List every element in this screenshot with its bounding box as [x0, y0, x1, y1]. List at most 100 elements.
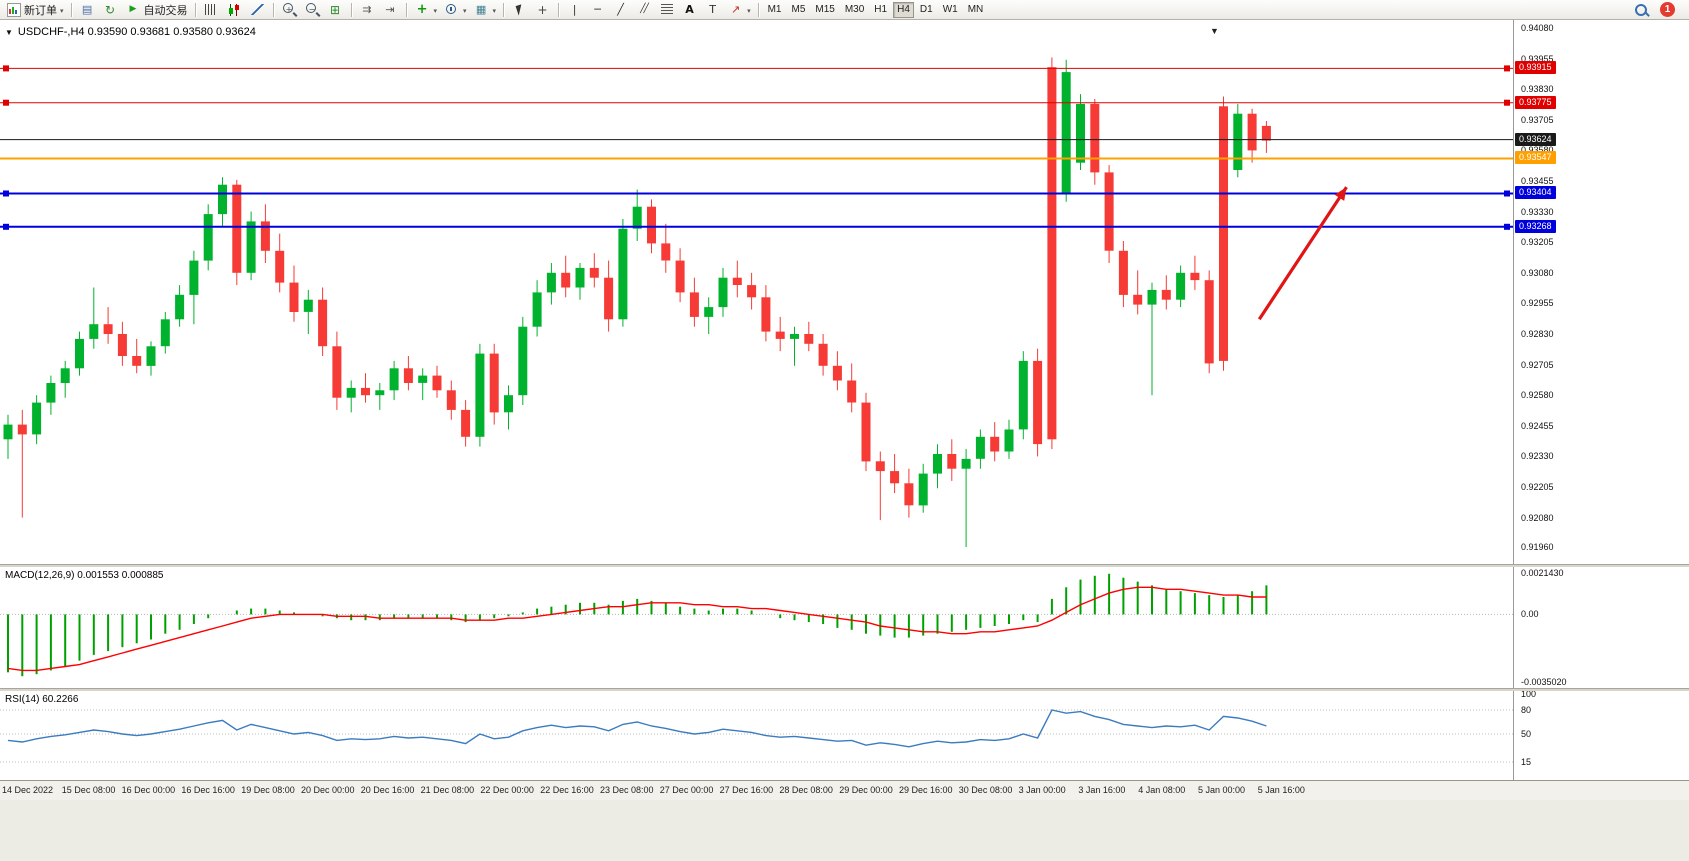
- time-axis-label: 22 Dec 00:00: [480, 785, 534, 795]
- price-scale-label: 0.92580: [1521, 390, 1554, 401]
- macd-scale-label: 0.00: [1521, 609, 1539, 620]
- time-axis-label: 22 Dec 16:00: [540, 785, 594, 795]
- timeframe-m5-button[interactable]: M5: [787, 2, 809, 18]
- price-scale-label: 0.93580: [1521, 145, 1554, 156]
- tile-grid-button[interactable]: ⊞: [324, 1, 347, 19]
- price-scale-label: 0.92830: [1521, 329, 1554, 339]
- candlestick-chart-type-button[interactable]: [223, 1, 246, 19]
- timeframe-m1-button[interactable]: M1: [764, 2, 786, 18]
- timeframe-m30-button[interactable]: M30: [841, 2, 868, 18]
- price-scale-label: 0.92705: [1521, 359, 1554, 370]
- line-handle[interactable]: [3, 99, 9, 106]
- rsi-indicator-panel[interactable]: RSI(14) 60.2266 100 80 50 15: [0, 689, 1689, 780]
- line-handle[interactable]: [3, 65, 9, 72]
- line-handle[interactable]: [1504, 223, 1510, 230]
- price-scale-label: 0.92455: [1521, 420, 1554, 431]
- price-chart-panel[interactable]: USDCHF-,H4 0.93590 0.93681 0.93580 0.936…: [0, 20, 1689, 564]
- line-handle[interactable]: [1504, 65, 1510, 72]
- price-badge: 0.93268: [1515, 219, 1556, 233]
- time-axis-label: 29 Dec 00:00: [839, 785, 893, 795]
- horizontal-line-tool-button[interactable]: ─: [586, 1, 609, 19]
- tile-windows-button[interactable]: ▤: [76, 1, 99, 19]
- macd-scale: 0.0021430 0.00 -0.0035020: [1513, 567, 1689, 688]
- label-tool-button[interactable]: T: [701, 1, 724, 19]
- search-icon[interactable]: [1634, 3, 1648, 17]
- rsi-label: RSI(14) 60.2266: [5, 694, 79, 705]
- macd-indicator-panel[interactable]: MACD(12,26,9) 0.001553 0.000885 0.002143…: [0, 567, 1689, 688]
- macd-chart-canvas[interactable]: [0, 567, 1513, 688]
- price-scale: 0.94080 0.93955 0.93830 0.93705 0.93580 0.934…: [1513, 20, 1689, 564]
- toolbar-separator: [558, 2, 560, 17]
- autotrading-button[interactable]: ▶ 自动交易: [122, 1, 191, 19]
- bar-chart-type-button[interactable]: [200, 1, 223, 19]
- templates-icon: ▦: [475, 3, 487, 16]
- price-scale-label: 0.93705: [1521, 114, 1554, 125]
- trend-arrow-head: [1334, 187, 1347, 201]
- text-tool-button[interactable]: A: [678, 1, 701, 19]
- new-order-button[interactable]: 新订单: [2, 1, 67, 19]
- templates-button[interactable]: ▦: [470, 1, 500, 19]
- text-icon: A: [685, 3, 694, 16]
- chart-shift-button[interactable]: ⇥: [379, 1, 402, 19]
- rsi-line: [7, 709, 1267, 748]
- fibonacci-tool-button[interactable]: [655, 1, 678, 19]
- vertical-line-tool-button[interactable]: |: [563, 1, 586, 19]
- cursor-tool-button[interactable]: [508, 1, 531, 19]
- main-toolbar: 新订单▤↻▶自动交易+−⊞⇉⇥+▦+|─╱╱╱AT↗ M1M5M15M30H1H…: [0, 0, 1689, 20]
- line-handle[interactable]: [3, 223, 9, 230]
- one-click-trading-arrow-icon[interactable]: [5, 26, 13, 38]
- price-scale-label: 0.91960: [1521, 542, 1554, 552]
- time-axis-label: 23 Dec 08:00: [600, 785, 654, 795]
- chart-shift-marker-icon[interactable]: [1210, 21, 1219, 39]
- rsi-chart-canvas[interactable]: [0, 691, 1513, 780]
- trendline-tool-button[interactable]: ╱: [609, 1, 632, 19]
- toolbar-separator: [272, 2, 274, 17]
- vertical-line-icon: |: [572, 3, 577, 16]
- dropdown-caret-icon: [462, 4, 467, 16]
- trend-arrow[interactable]: [1257, 186, 1348, 321]
- auto-scroll-button[interactable]: ⇉: [356, 1, 379, 19]
- timeframe-mn-button[interactable]: MN: [964, 2, 988, 18]
- arrows-tool-button[interactable]: ↗: [724, 1, 754, 19]
- refresh-charts-button[interactable]: ↻: [99, 1, 122, 19]
- price-badge: 0.93547: [1515, 151, 1556, 165]
- time-axis[interactable]: 14 Dec 2022 15 Dec 08:00 16 Dec 00:00 16 De…: [0, 780, 1689, 800]
- crosshair-tool-button[interactable]: +: [531, 1, 554, 19]
- macd-label: MACD(12,26,9) 0.001553 0.000885: [5, 570, 164, 581]
- time-axis-label: 5 Jan 00:00: [1198, 785, 1246, 795]
- timeframe-w1-button[interactable]: W1: [939, 2, 962, 18]
- price-scale-label: 0.93330: [1521, 206, 1554, 217]
- trendline-icon: ╱: [617, 3, 624, 16]
- line-chart-type-button[interactable]: [246, 1, 269, 19]
- crosshair-icon: +: [537, 2, 548, 17]
- timeframe-d1-button[interactable]: D1: [916, 2, 937, 18]
- periods-button[interactable]: [440, 1, 470, 19]
- time-axis-label: 16 Dec 00:00: [121, 785, 176, 795]
- timeframe-h4-button[interactable]: H4: [893, 1, 914, 18]
- line-handle[interactable]: [1504, 190, 1510, 197]
- candlestick-chart-canvas[interactable]: [0, 20, 1513, 564]
- toolbar-right-group: 1: [1634, 2, 1689, 17]
- macd-signal-line: [7, 586, 1267, 672]
- toolbar-separator: [70, 2, 72, 17]
- candles: [3, 57, 1271, 547]
- zoom-out-button[interactable]: −: [301, 1, 324, 19]
- tile-windows-icon: ▤: [81, 3, 93, 16]
- price-scale-label: 0.93080: [1521, 267, 1554, 278]
- line-handle[interactable]: [1504, 99, 1510, 106]
- notification-badge[interactable]: 1: [1660, 2, 1675, 17]
- zoom-in-button[interactable]: +: [278, 1, 301, 19]
- macd-scale-label: 0.0021430: [1521, 568, 1564, 578]
- indicators-button[interactable]: +: [411, 1, 441, 19]
- candlestick-chart-icon: [226, 2, 243, 18]
- refresh-icon: ↻: [104, 2, 116, 17]
- timeframe-h1-button[interactable]: H1: [870, 2, 891, 18]
- price-scale-label: 0.93455: [1521, 176, 1554, 186]
- panel-splitter[interactable]: [0, 688, 1689, 691]
- channel-tool-button[interactable]: ╱╱: [632, 1, 655, 19]
- timeframe-m15-button[interactable]: M15: [811, 2, 838, 18]
- price-scale-label: 0.92080: [1521, 512, 1554, 523]
- panel-splitter[interactable]: [0, 564, 1689, 567]
- line-handle[interactable]: [3, 190, 9, 197]
- toolbar-separator: [503, 2, 505, 17]
